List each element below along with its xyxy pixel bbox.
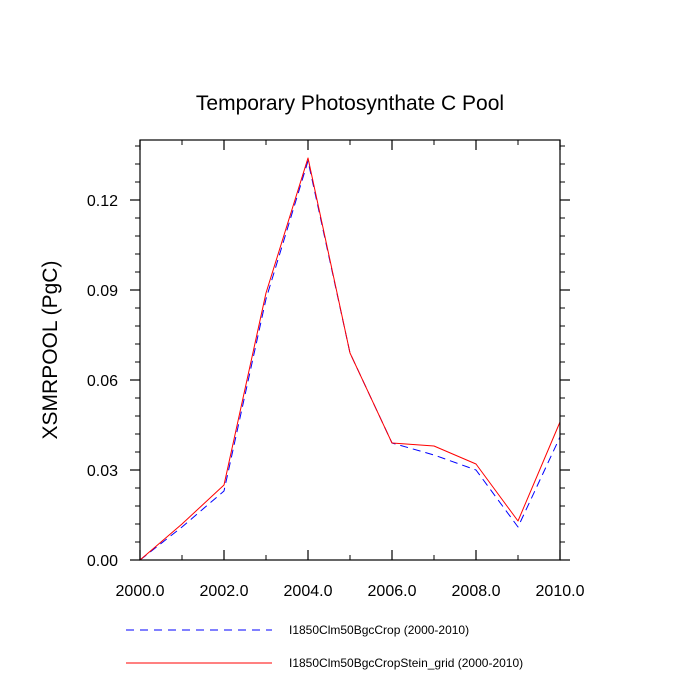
y-axis-label: XSMRPOOL (PgC) [39, 261, 62, 440]
x-tick-label: 2008.0 [452, 583, 501, 600]
axis-ticks: 2000.0 2002.0 2004.0 2006.0 2008.0 2010.0 0.00… [87, 140, 585, 600]
plot-frame [139, 139, 561, 561]
series-line-2 [139, 157, 561, 561]
y-tick-label: 0.03 [87, 463, 118, 480]
legend-label-2: I1850Clm50BgcCropStein_grid (2000-2010) [289, 656, 523, 670]
x-tick-label: 2010.0 [536, 583, 585, 600]
x-tick-label: 2006.0 [368, 583, 417, 600]
x-tick-label: 2002.0 [200, 583, 249, 600]
legend: I1850Clm50BgcCrop (2000-2010) I1850Clm50B… [126, 623, 523, 670]
legend-label-1: I1850Clm50BgcCrop (2000-2010) [289, 623, 469, 637]
chart-title: Temporary Photosynthate C Pool [196, 92, 504, 115]
series-lines [139, 157, 561, 561]
y-tick-label: 0.06 [87, 373, 118, 390]
x-tick-label: 2000.0 [116, 583, 165, 600]
y-tick-label: 0.09 [87, 283, 118, 300]
y-tick-label: 0.12 [87, 193, 118, 210]
series-line-1 [139, 160, 561, 561]
x-tick-label: 2004.0 [284, 583, 333, 600]
y-tick-label: 0.00 [87, 553, 118, 570]
